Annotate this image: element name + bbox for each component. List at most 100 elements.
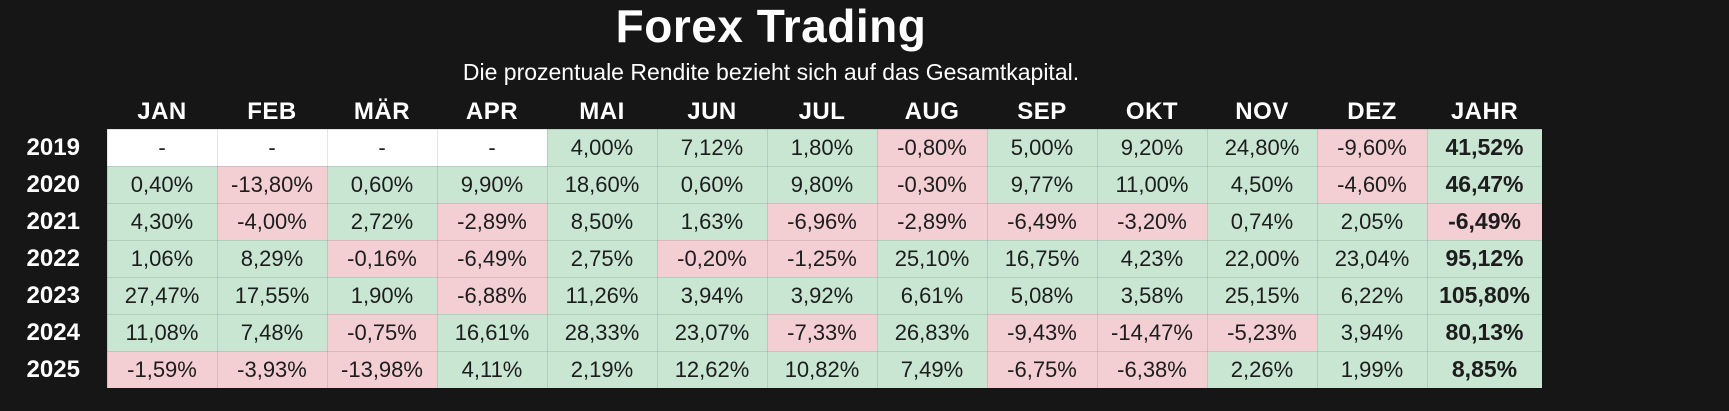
- column-header-mai: MAI: [579, 98, 625, 126]
- return-cell: 1,90%: [326, 276, 438, 315]
- return-cell: -1,59%: [106, 350, 218, 389]
- row-year-label: 2021: [26, 207, 80, 235]
- table-body: 2019- - - -4,00% 7,12% 1,80% -0,80% 5,00% 9,20% 2…: [0, 128, 1543, 389]
- monthly-returns-table: JAN FEB MÄR APR MAI JUN JUL AUG SEP OKT NOV DEZ JAHR…: [0, 95, 1543, 389]
- return-cell: 4,30%: [106, 202, 218, 241]
- row-year-label: 2025: [26, 355, 80, 383]
- return-cell: 1,63%: [656, 202, 768, 241]
- table-row-2025: 2025 -1,59% -3,93% -13,98% 4,11% 2,19% 12,62% 1…: [0, 350, 1543, 389]
- column-header-apr: APR: [465, 98, 519, 126]
- return-cell: 1,99%: [1316, 350, 1428, 389]
- return-cell: 0,60%: [656, 165, 768, 204]
- column-header-feb: FEB: [247, 98, 297, 126]
- return-cell: 4,00%: [546, 128, 658, 167]
- return-cell: -: [326, 128, 438, 167]
- return-cell: -0,30%: [876, 165, 988, 204]
- table-row-2021: 2021 4,30% -4,00% 2,72% -2,89% 8,50% 1,63% -6,9…: [0, 202, 1543, 241]
- return-cell: 0,40%: [106, 165, 218, 204]
- yearly-total-cell: 46,47%: [1426, 165, 1543, 204]
- return-cell: 4,11%: [436, 350, 548, 389]
- return-cell: 27,47%: [106, 276, 218, 315]
- return-cell: -3,93%: [216, 350, 328, 389]
- row-year-label: 2020: [26, 170, 80, 198]
- return-cell: -0,75%: [326, 313, 438, 352]
- return-cell: -3,20%: [1096, 202, 1208, 241]
- header-row: JAN FEB MÄR APR MAI JUN JUL AUG SEP OKT NOV DEZ JAHR: [0, 95, 1542, 129]
- return-cell: 2,72%: [326, 202, 438, 241]
- yearly-total-cell: 80,13%: [1426, 313, 1543, 352]
- return-cell: -2,89%: [876, 202, 988, 241]
- return-cell: 7,48%: [216, 313, 328, 352]
- return-cell: 1,80%: [766, 128, 878, 167]
- return-cell: -0,20%: [656, 239, 768, 278]
- table-row-2019: 2019- - - -4,00% 7,12% 1,80% -0,80% 5,00% 9,20% 2…: [0, 128, 1543, 167]
- return-cell: 2,19%: [546, 350, 658, 389]
- column-header-dez: DEZ: [1347, 98, 1397, 126]
- return-cell: -9,60%: [1316, 128, 1428, 167]
- return-cell: 6,22%: [1316, 276, 1428, 315]
- yearly-total-cell: -6,49%: [1426, 202, 1543, 241]
- column-header-sep: SEP: [1017, 98, 1067, 126]
- table-row-2024: 2024 11,08% 7,48% -0,75% 16,61% 28,33% 23,07% -…: [0, 313, 1543, 352]
- column-header-nov: NOV: [1235, 98, 1289, 126]
- corner-cell: [0, 95, 107, 129]
- return-cell: 7,12%: [656, 128, 768, 167]
- column-header-mär: MÄR: [353, 98, 411, 126]
- return-cell: -13,80%: [216, 165, 328, 204]
- return-cell: -6,38%: [1096, 350, 1208, 389]
- column-header-aug: AUG: [904, 98, 960, 126]
- return-cell: 4,50%: [1206, 165, 1318, 204]
- return-cell: 5,00%: [986, 128, 1098, 167]
- return-cell: 11,00%: [1096, 165, 1208, 204]
- row-year-label: 2022: [26, 244, 80, 272]
- return-cell: -5,23%: [1206, 313, 1318, 352]
- return-cell: 11,08%: [106, 313, 218, 352]
- return-cell: 17,55%: [216, 276, 328, 315]
- return-cell: 16,75%: [986, 239, 1098, 278]
- return-cell: 6,61%: [876, 276, 988, 315]
- return-cell: -4,00%: [216, 202, 328, 241]
- return-cell: -: [216, 128, 328, 167]
- return-cell: -6,88%: [436, 276, 548, 315]
- return-cell: 26,83%: [876, 313, 988, 352]
- return-cell: 28,33%: [546, 313, 658, 352]
- return-cell: 12,62%: [656, 350, 768, 389]
- column-header-jan: JAN: [137, 98, 187, 126]
- column-header-jahr: JAHR: [1450, 98, 1519, 126]
- return-cell: -: [436, 128, 548, 167]
- return-cell: 7,49%: [876, 350, 988, 389]
- return-cell: -1,25%: [766, 239, 878, 278]
- return-cell: 5,08%: [986, 276, 1098, 315]
- table-row-2020: 2020 0,40% -13,80% 0,60% 9,90% 18,60% 0,60% 9,8…: [0, 165, 1543, 204]
- return-cell: 0,74%: [1206, 202, 1318, 241]
- return-cell: 2,26%: [1206, 350, 1318, 389]
- return-cell: 9,90%: [436, 165, 548, 204]
- row-year-label: 2023: [26, 281, 80, 309]
- return-cell: 3,94%: [656, 276, 768, 315]
- page-subtitle: Die prozentuale Rendite bezieht sich auf…: [462, 59, 1080, 86]
- return-cell: 18,60%: [546, 165, 658, 204]
- return-cell: -2,89%: [436, 202, 548, 241]
- return-cell: -0,16%: [326, 239, 438, 278]
- return-cell: 3,92%: [766, 276, 878, 315]
- return-cell: 23,04%: [1316, 239, 1428, 278]
- yearly-total-cell: 8,85%: [1426, 350, 1543, 389]
- return-cell: 16,61%: [436, 313, 548, 352]
- return-cell: 23,07%: [656, 313, 768, 352]
- return-cell: -9,43%: [986, 313, 1098, 352]
- return-cell: -0,80%: [876, 128, 988, 167]
- return-cell: 8,29%: [216, 239, 328, 278]
- return-cell: 25,10%: [876, 239, 988, 278]
- return-cell: -6,96%: [766, 202, 878, 241]
- row-year-label: 2019: [26, 133, 80, 161]
- yearly-total-cell: 41,52%: [1426, 128, 1543, 167]
- return-cell: -6,75%: [986, 350, 1098, 389]
- yearly-total-cell: 95,12%: [1426, 239, 1543, 278]
- return-cell: 9,80%: [766, 165, 878, 204]
- column-header-jun: JUN: [687, 98, 737, 126]
- return-cell: -7,33%: [766, 313, 878, 352]
- return-cell: 0,60%: [326, 165, 438, 204]
- return-cell: 11,26%: [546, 276, 658, 315]
- return-cell: 1,06%: [106, 239, 218, 278]
- return-cell: -4,60%: [1316, 165, 1428, 204]
